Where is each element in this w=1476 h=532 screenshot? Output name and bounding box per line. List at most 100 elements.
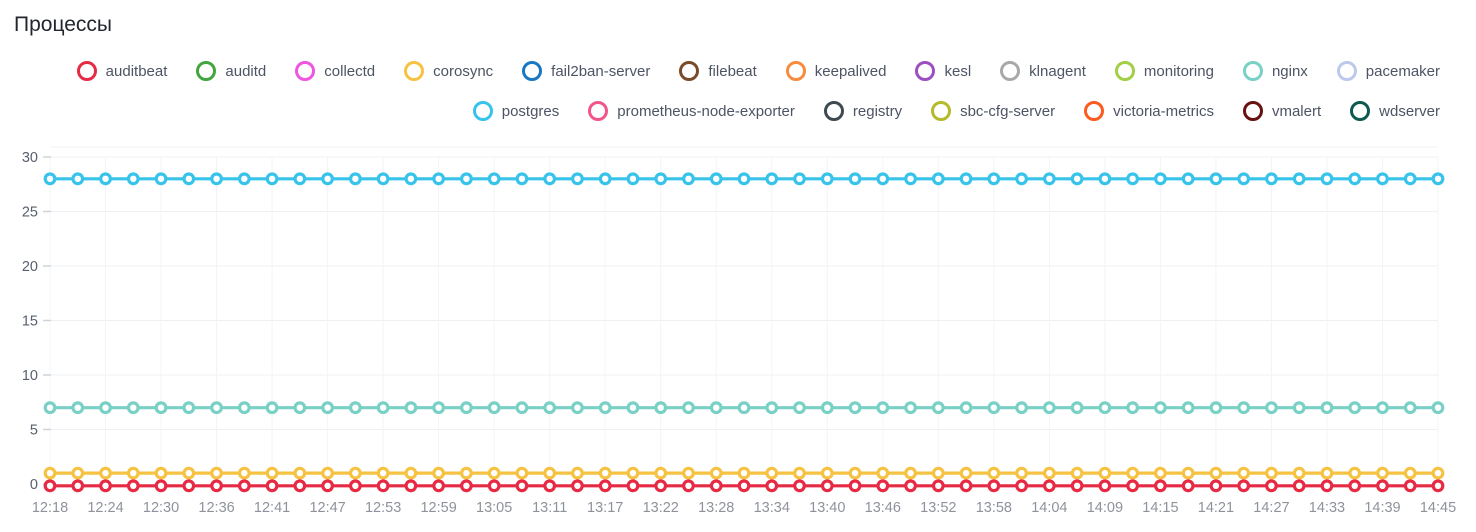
data-point[interactable]	[348, 466, 362, 480]
data-point[interactable]	[626, 172, 640, 186]
data-point[interactable]	[737, 466, 751, 480]
data-point[interactable]	[265, 479, 279, 493]
data-point[interactable]	[293, 401, 307, 415]
data-point[interactable]	[1265, 172, 1278, 186]
data-point[interactable]	[404, 401, 418, 415]
data-point[interactable]	[515, 172, 529, 186]
data-point[interactable]	[904, 466, 917, 480]
data-point[interactable]	[876, 172, 890, 186]
data-point[interactable]	[1070, 466, 1084, 480]
data-point[interactable]	[515, 401, 529, 415]
data-point[interactable]	[487, 401, 501, 415]
data-point[interactable]	[1431, 401, 1445, 415]
data-point[interactable]	[765, 479, 779, 493]
data-point[interactable]	[904, 479, 917, 493]
legend-item-monitoring[interactable]: monitoring	[1114, 61, 1214, 81]
data-point[interactable]	[182, 466, 196, 480]
data-point[interactable]	[1403, 466, 1417, 480]
legend-item-klnagent[interactable]: klnagent	[1000, 61, 1086, 81]
data-point[interactable]	[820, 172, 834, 186]
data-point[interactable]	[793, 466, 806, 480]
legend-item-victoria-metrics[interactable]: victoria-metrics	[1084, 101, 1214, 121]
data-point[interactable]	[1153, 479, 1167, 493]
data-point[interactable]	[1126, 172, 1140, 186]
data-point[interactable]	[1237, 479, 1251, 493]
legend-item-pacemaker[interactable]: pacemaker	[1336, 61, 1440, 81]
data-point[interactable]	[71, 479, 85, 493]
data-point[interactable]	[1153, 172, 1167, 186]
data-point[interactable]	[1292, 479, 1306, 493]
data-point[interactable]	[432, 466, 446, 480]
data-point[interactable]	[210, 172, 223, 186]
data-point[interactable]	[404, 466, 418, 480]
legend-item-sbc-cfg-server[interactable]: sbc-cfg-server	[931, 101, 1055, 121]
data-point[interactable]	[820, 479, 834, 493]
data-point[interactable]	[737, 172, 751, 186]
data-point[interactable]	[1348, 466, 1362, 480]
data-point[interactable]	[348, 172, 362, 186]
data-point[interactable]	[904, 172, 917, 186]
data-point[interactable]	[709, 172, 723, 186]
data-point[interactable]	[765, 172, 779, 186]
data-point[interactable]	[1181, 479, 1195, 493]
data-point[interactable]	[737, 479, 751, 493]
data-point[interactable]	[931, 479, 945, 493]
data-point[interactable]	[154, 172, 168, 186]
data-point[interactable]	[43, 479, 57, 493]
data-point[interactable]	[404, 479, 418, 493]
data-point[interactable]	[210, 466, 223, 480]
data-point[interactable]	[848, 479, 862, 493]
data-point[interactable]	[1320, 466, 1334, 480]
data-point[interactable]	[598, 172, 612, 186]
data-point[interactable]	[543, 479, 557, 493]
data-point[interactable]	[1209, 479, 1223, 493]
data-point[interactable]	[820, 401, 834, 415]
data-point[interactable]	[460, 466, 473, 480]
data-point[interactable]	[1126, 466, 1140, 480]
data-point[interactable]	[1237, 172, 1251, 186]
data-point[interactable]	[99, 466, 112, 480]
data-point[interactable]	[765, 401, 779, 415]
data-point[interactable]	[598, 466, 612, 480]
legend-item-postgres[interactable]: postgres	[472, 101, 559, 121]
data-point[interactable]	[210, 479, 223, 493]
data-point[interactable]	[293, 466, 307, 480]
data-point[interactable]	[1292, 401, 1306, 415]
data-point[interactable]	[1070, 479, 1084, 493]
legend-item-auditd[interactable]: auditd	[196, 61, 266, 81]
data-point[interactable]	[571, 479, 584, 493]
data-point[interactable]	[126, 479, 140, 493]
data-point[interactable]	[237, 479, 251, 493]
data-point[interactable]	[682, 479, 695, 493]
data-point[interactable]	[182, 401, 196, 415]
legend-item-filebeat[interactable]: filebeat	[679, 61, 757, 81]
data-point[interactable]	[182, 479, 196, 493]
data-point[interactable]	[1042, 466, 1056, 480]
data-point[interactable]	[1015, 401, 1028, 415]
data-point[interactable]	[1403, 172, 1417, 186]
data-point[interactable]	[1015, 466, 1028, 480]
data-point[interactable]	[1320, 172, 1334, 186]
data-point[interactable]	[265, 466, 279, 480]
data-point[interactable]	[682, 401, 695, 415]
data-point[interactable]	[1153, 466, 1167, 480]
data-point[interactable]	[793, 401, 806, 415]
data-point[interactable]	[1403, 479, 1417, 493]
legend-item-vmalert[interactable]: vmalert	[1242, 101, 1321, 121]
data-point[interactable]	[571, 172, 584, 186]
data-point[interactable]	[321, 479, 335, 493]
data-point[interactable]	[1431, 466, 1445, 480]
data-point[interactable]	[99, 172, 112, 186]
data-point[interactable]	[598, 401, 612, 415]
data-point[interactable]	[793, 172, 806, 186]
data-point[interactable]	[99, 479, 112, 493]
data-point[interactable]	[432, 172, 446, 186]
data-point[interactable]	[43, 172, 57, 186]
data-point[interactable]	[1348, 172, 1362, 186]
data-point[interactable]	[1237, 466, 1251, 480]
data-point[interactable]	[348, 401, 362, 415]
data-point[interactable]	[1348, 401, 1362, 415]
data-point[interactable]	[460, 479, 473, 493]
data-point[interactable]	[154, 401, 168, 415]
data-point[interactable]	[1098, 172, 1112, 186]
